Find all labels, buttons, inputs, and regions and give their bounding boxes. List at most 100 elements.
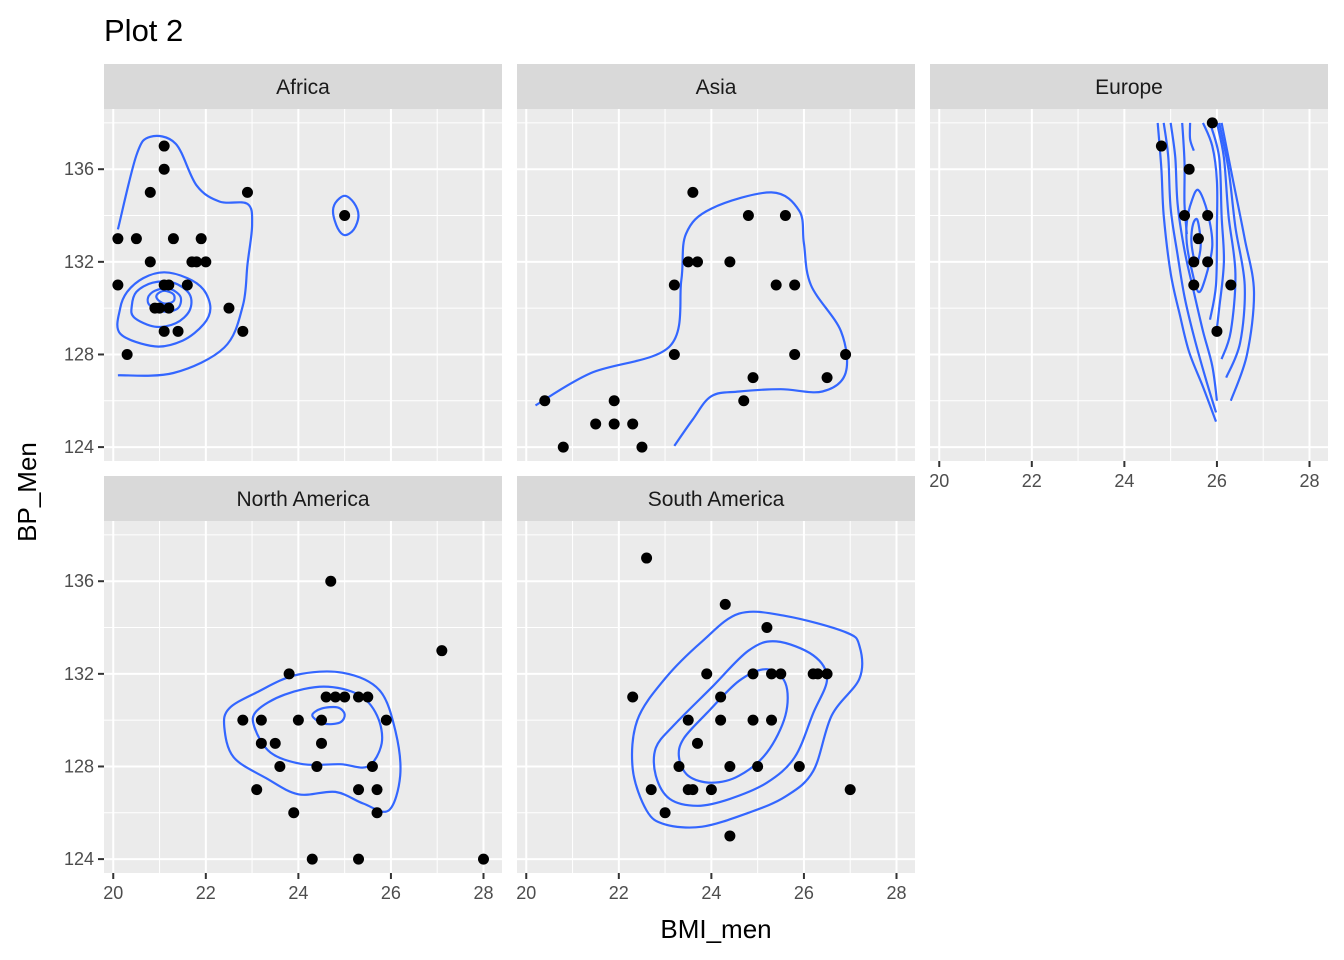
data-point	[742, 210, 754, 222]
data-point	[144, 256, 156, 268]
data-point	[590, 418, 602, 430]
data-point	[241, 186, 253, 198]
x-tick-label: 26	[1207, 471, 1227, 491]
strip-label: Europe	[1095, 76, 1163, 99]
data-point	[641, 552, 653, 564]
y-tick-label: 128	[64, 756, 94, 776]
density-contour	[1215, 122, 1237, 360]
data-point	[380, 714, 392, 726]
data-points	[1155, 117, 1237, 337]
data-point	[668, 279, 680, 291]
density-contour	[251, 685, 384, 769]
data-point	[821, 372, 833, 384]
data-point	[659, 807, 671, 819]
panel-background	[517, 109, 915, 461]
data-point	[687, 186, 699, 198]
x-tick-label: 28	[473, 883, 493, 903]
data-point	[770, 279, 782, 291]
data-point	[436, 645, 448, 657]
data-point	[608, 395, 620, 407]
data-point	[682, 256, 694, 268]
data-point	[724, 256, 736, 268]
data-point	[316, 737, 328, 749]
data-point	[766, 668, 778, 680]
panel-background	[104, 521, 502, 873]
data-point	[812, 668, 824, 680]
data-point	[255, 714, 267, 726]
data-point	[627, 418, 639, 430]
data-point	[306, 853, 318, 865]
density-contours	[1156, 122, 1256, 422]
data-point	[789, 348, 801, 360]
data-point	[292, 714, 304, 726]
strip-label: North America	[236, 488, 369, 511]
data-point	[288, 807, 300, 819]
y-tick-label: 124	[64, 849, 94, 869]
data-point	[283, 668, 295, 680]
strip-north-america	[104, 476, 502, 521]
data-point	[840, 348, 852, 360]
facet-africa: Africa 124 128 132 136	[64, 64, 502, 461]
data-point	[715, 691, 727, 703]
data-point	[158, 163, 170, 175]
data-point	[237, 714, 249, 726]
data-point	[1179, 210, 1191, 222]
data-point	[366, 760, 378, 772]
data-point	[691, 737, 703, 749]
strip-south-america	[517, 476, 915, 521]
data-point	[172, 325, 184, 337]
data-point	[371, 784, 383, 796]
data-points	[237, 575, 489, 865]
data-point	[761, 622, 773, 634]
x-axis-title: BMI_men	[660, 914, 771, 944]
strip-asia	[517, 64, 915, 109]
data-point	[112, 233, 124, 245]
strip-label: South America	[648, 488, 785, 511]
y-axis-title: BP_Men	[12, 442, 42, 542]
x-tick-label: 24	[288, 883, 308, 903]
data-point	[789, 279, 801, 291]
data-point	[719, 598, 731, 610]
density-contour	[155, 289, 176, 305]
data-point	[775, 668, 787, 680]
chart-title: Plot 2	[104, 13, 183, 48]
data-point	[738, 395, 750, 407]
data-point	[645, 784, 657, 796]
y-tick-label: 128	[64, 344, 94, 364]
data-point	[1211, 325, 1223, 337]
data-point	[747, 372, 759, 384]
x-tick-label: 28	[1299, 471, 1319, 491]
data-point	[844, 784, 856, 796]
density-contour	[630, 610, 864, 829]
data-point	[724, 830, 736, 842]
data-point	[747, 714, 759, 726]
data-point	[779, 210, 791, 222]
data-point	[627, 691, 639, 703]
density-contour	[116, 134, 254, 377]
data-points	[112, 140, 351, 360]
data-point	[163, 302, 175, 314]
facet-north-america: North America 124 128 132 136 20 22 24 26 28	[64, 476, 502, 903]
data-point	[687, 784, 699, 796]
x-tick-label: 28	[886, 883, 906, 903]
panel-background	[930, 109, 1328, 461]
data-point	[371, 807, 383, 819]
density-contour	[1201, 122, 1219, 320]
data-point	[752, 760, 764, 772]
data-point	[668, 348, 680, 360]
data-point	[1202, 210, 1214, 222]
data-points	[627, 552, 856, 842]
data-point	[274, 760, 286, 772]
data-point	[269, 737, 281, 749]
x-tick-label: 24	[1114, 471, 1134, 491]
data-point	[715, 714, 727, 726]
data-point	[130, 233, 142, 245]
data-point	[1225, 279, 1237, 291]
data-point	[112, 279, 124, 291]
data-point	[158, 325, 170, 337]
strip-africa	[104, 64, 502, 109]
data-point	[325, 575, 337, 587]
data-point	[682, 714, 694, 726]
density-contour	[1188, 122, 1195, 152]
